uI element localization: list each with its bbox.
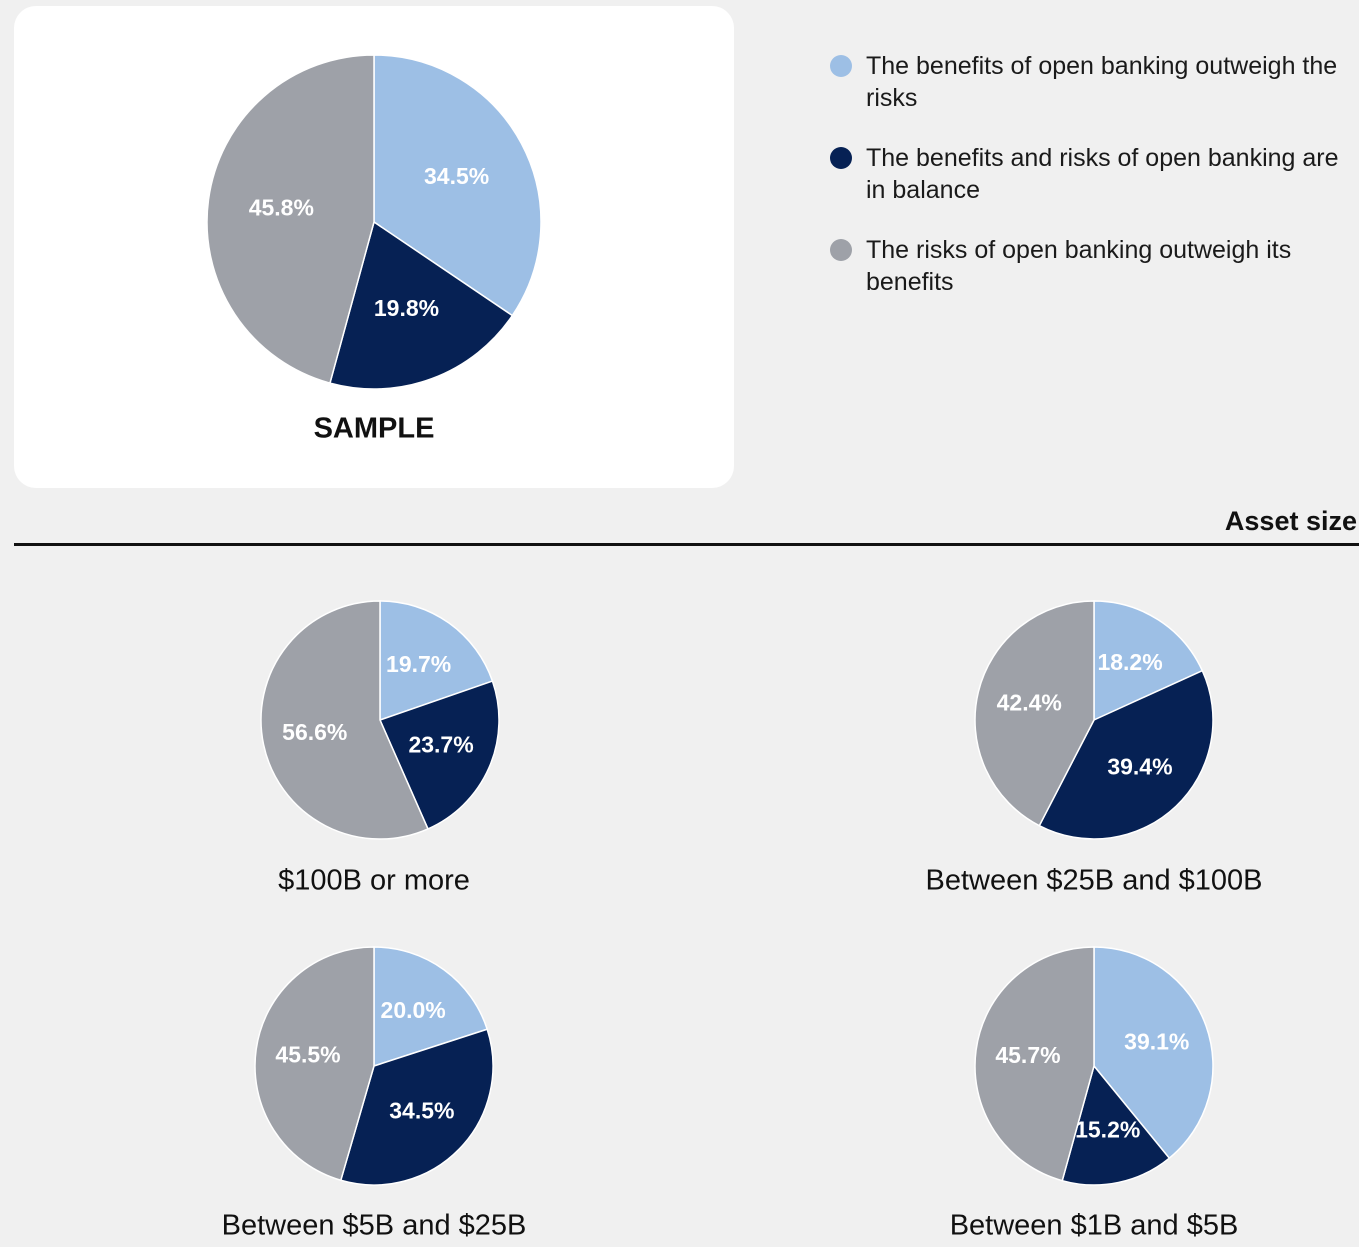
- chart-title: Between $25B and $100B: [926, 865, 1263, 897]
- value-label: 45.5%: [275, 1042, 340, 1068]
- legend-item: The benefits of open banking outweigh th…: [830, 50, 1359, 114]
- section-rule: [14, 543, 1359, 546]
- value-label: 39.1%: [1124, 1029, 1189, 1055]
- value-label: 19.7%: [386, 651, 451, 677]
- pie-slice: [378, 680, 500, 830]
- pie-slice: [260, 600, 429, 840]
- chart-title: Between $1B and $5B: [950, 1210, 1239, 1242]
- chart-title: Between $5B and $25B: [222, 1210, 527, 1242]
- pie-slice: [339, 1028, 494, 1186]
- legend-item: The risks of open banking outweigh its b…: [830, 234, 1359, 298]
- value-label: 45.8%: [249, 195, 314, 221]
- value-label: 34.5%: [389, 1097, 454, 1123]
- legend-label: The benefits of open banking outweigh th…: [866, 52, 1338, 112]
- legend-swatch: [830, 239, 852, 261]
- value-label: 23.7%: [408, 732, 473, 758]
- pie-slice: [974, 946, 1095, 1182]
- pie-slice: [1093, 946, 1214, 1160]
- pie-slice: [1038, 669, 1214, 840]
- value-label: 39.4%: [1107, 753, 1172, 779]
- value-label: 34.5%: [424, 163, 489, 189]
- pie-slice: [373, 54, 542, 317]
- legend-label: The risks of open banking outweigh its b…: [866, 236, 1292, 296]
- value-label: 42.4%: [997, 689, 1062, 715]
- value-label: 19.8%: [374, 295, 439, 321]
- pie-slice: [254, 946, 375, 1182]
- value-label: 15.2%: [1075, 1116, 1140, 1142]
- legend-swatch: [830, 147, 852, 169]
- section-heading: Asset size: [1224, 506, 1357, 536]
- pie-slice: [329, 220, 514, 390]
- legend-label: The benefits and risks of open banking a…: [866, 144, 1339, 204]
- pie-slice: [373, 946, 489, 1068]
- pie-slice: [974, 600, 1095, 827]
- chart-title: SAMPLE: [314, 413, 435, 445]
- legend-swatch: [830, 55, 852, 77]
- pie-slice: [206, 54, 375, 385]
- pie-slice: [1093, 600, 1204, 722]
- value-label: 18.2%: [1097, 649, 1162, 675]
- pie-slice: [1061, 1064, 1171, 1186]
- value-label: 56.6%: [282, 719, 347, 745]
- chart-title: $100B or more: [278, 865, 470, 897]
- value-label: 45.7%: [995, 1042, 1060, 1068]
- value-label: 20.0%: [381, 997, 446, 1023]
- legend-item: The benefits and risks of open banking a…: [830, 142, 1359, 206]
